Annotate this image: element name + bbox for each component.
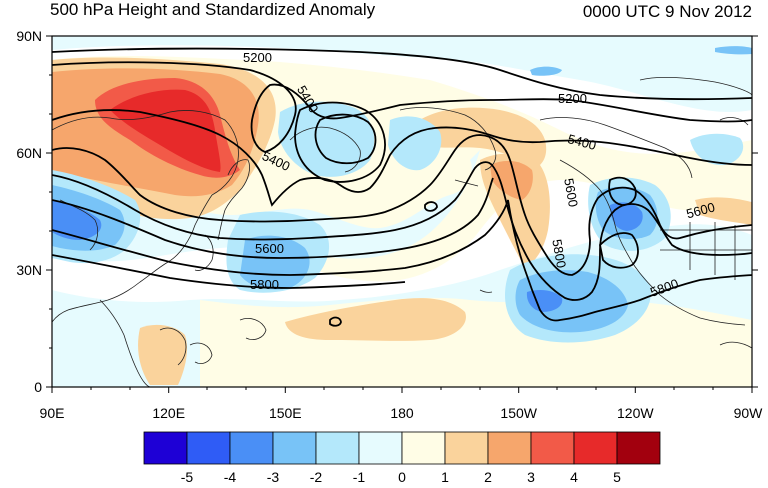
contour-label: 5400 bbox=[566, 131, 598, 153]
colorbar-label: -4 bbox=[224, 469, 237, 485]
colorbar-label: 3 bbox=[527, 469, 535, 485]
latitude-labels: 90N 60N 30N 0 bbox=[16, 28, 42, 395]
height-contours bbox=[52, 47, 752, 327]
lat-label: 30N bbox=[16, 262, 42, 278]
lat-label: 60N bbox=[16, 145, 42, 161]
longitude-labels: 90E 120E 150E 180 150W 120W 90W bbox=[40, 405, 764, 421]
contour-label: 5600 bbox=[685, 199, 717, 221]
colorbar-swatch bbox=[358, 431, 403, 465]
contour-label: 5200 bbox=[558, 91, 587, 106]
colorbar-label: 1 bbox=[441, 469, 449, 485]
colorbar-label: -5 bbox=[181, 469, 194, 485]
map-plot-area: 5200 5200 5400 5400 5400 5600 5600 5600 … bbox=[52, 36, 752, 387]
colorbar-swatch bbox=[143, 431, 188, 465]
colorbar-label: -3 bbox=[267, 469, 280, 485]
colorbar-swatch bbox=[444, 431, 489, 465]
lon-label: 180 bbox=[390, 405, 414, 421]
contour-label: 5200 bbox=[243, 50, 272, 65]
lon-label: 120E bbox=[152, 405, 185, 421]
colorbar-label: -1 bbox=[353, 469, 366, 485]
colorbar-swatch bbox=[401, 431, 446, 465]
colorbar-swatch bbox=[616, 431, 661, 465]
colorbar-label: -2 bbox=[310, 469, 323, 485]
colorbar: -5 -4 -3 -2 -1 0 1 2 3 4 5 bbox=[143, 431, 661, 485]
lat-label: 0 bbox=[34, 379, 42, 395]
colorbar-label: 4 bbox=[570, 469, 578, 485]
colorbar-label: 5 bbox=[613, 469, 621, 485]
axis-ticks bbox=[46, 35, 758, 393]
colorbar-swatch bbox=[186, 431, 231, 465]
colorbar-swatch bbox=[487, 431, 532, 465]
colorbar-swatch bbox=[315, 431, 360, 465]
anomaly-shading bbox=[52, 36, 752, 387]
contour-label: 5800 bbox=[549, 238, 569, 269]
lon-label: 120W bbox=[617, 405, 654, 421]
lon-label: 90E bbox=[40, 405, 65, 421]
colorbar-label: 0 bbox=[398, 469, 406, 485]
lon-label: 90W bbox=[734, 405, 764, 421]
lon-label: 150W bbox=[500, 405, 537, 421]
chart-title: 500 hPa Height and Standardized Anomaly bbox=[50, 0, 376, 19]
valid-time: 0000 UTC 9 Nov 2012 bbox=[582, 2, 752, 21]
colorbar-swatch bbox=[573, 431, 618, 465]
colorbar-swatch bbox=[272, 431, 317, 465]
colorbar-label: 2 bbox=[484, 469, 492, 485]
colorbar-swatch bbox=[229, 431, 274, 465]
lat-label: 90N bbox=[16, 28, 42, 44]
contour-label: 5800 bbox=[250, 277, 279, 292]
contour-label: 5600 bbox=[255, 241, 284, 256]
lon-label: 150E bbox=[269, 405, 302, 421]
contour-label: 5600 bbox=[561, 177, 581, 208]
colorbar-swatch bbox=[530, 431, 575, 465]
